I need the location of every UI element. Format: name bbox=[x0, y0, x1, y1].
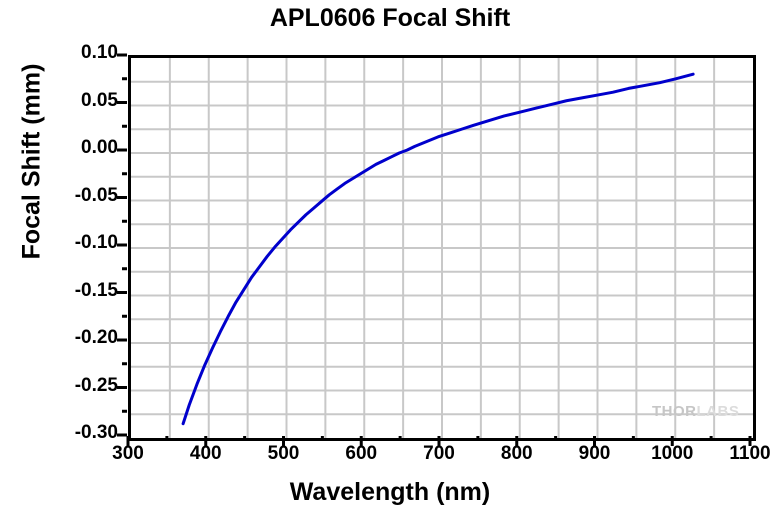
watermark-labs: LABS bbox=[696, 403, 740, 420]
y-tick-label: -0.20 bbox=[74, 327, 118, 348]
y-tick-label: -0.30 bbox=[74, 422, 118, 443]
y-tick-label: -0.05 bbox=[74, 184, 118, 206]
thorlabs-watermark: THORLABS bbox=[652, 403, 739, 420]
y-tick-label: 0.00 bbox=[81, 137, 118, 158]
y-tick-label: 0.05 bbox=[81, 89, 118, 111]
plot-area bbox=[128, 55, 756, 441]
x-tick-label: 1000 bbox=[651, 443, 694, 464]
x-axis-title: Wavelength (nm) bbox=[289, 478, 491, 506]
x-tick-label: 900 bbox=[578, 443, 611, 464]
x-axis-tick-labels: 300 400 500 600 700 800 900 1000 1100 bbox=[0, 443, 780, 473]
y-tick-label: -0.10 bbox=[74, 232, 118, 253]
y-axis-tick-labels: 0.10 0.05 0.00 -0.05 -0.10 -0.15 -0.20 -0.25 -0.… bbox=[44, 0, 118, 516]
y-tick-label: -0.25 bbox=[74, 374, 118, 396]
x-tick-label: 500 bbox=[267, 443, 300, 464]
x-tick-label: 600 bbox=[345, 443, 378, 464]
x-tick-label: 700 bbox=[423, 443, 455, 464]
x-tick-label: 800 bbox=[500, 443, 533, 464]
y-axis-title: Focal Shift (mm) bbox=[17, 63, 46, 260]
x-tick-label: 400 bbox=[189, 443, 222, 464]
x-tick-label: 1100 bbox=[729, 443, 771, 464]
chart-title: APL0606 Focal Shift bbox=[269, 4, 511, 32]
x-tick-label: 300 bbox=[112, 443, 144, 464]
watermark-thor: THOR bbox=[652, 403, 697, 420]
y-tick-label: -0.15 bbox=[74, 279, 118, 301]
y-tick-label: 0.10 bbox=[81, 42, 118, 63]
focal-shift-curve bbox=[181, 72, 695, 426]
grid-lines bbox=[131, 58, 753, 438]
